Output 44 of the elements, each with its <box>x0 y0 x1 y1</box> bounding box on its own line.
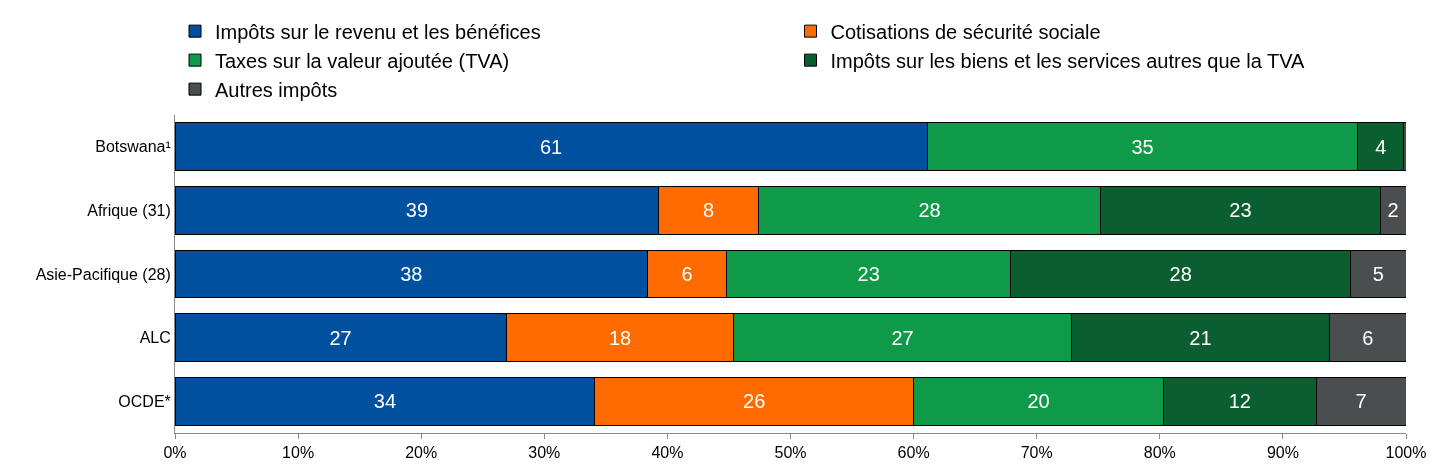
x-tick-label: 40% <box>651 444 684 462</box>
data-label: 61 <box>539 135 563 158</box>
x-tick-label: 30% <box>528 444 561 462</box>
data-label: 7 <box>1355 390 1367 413</box>
data-label: 26 <box>743 390 766 413</box>
y-tick-label: ALC <box>139 329 171 347</box>
data-label: 21 <box>1189 326 1212 349</box>
data-label: 23 <box>857 263 880 285</box>
x-tick-label: 70% <box>1020 444 1053 462</box>
data-label: 6 <box>681 263 693 285</box>
y-tick-label: Asie-Pacifique (28) <box>35 265 171 283</box>
data-label: 12 <box>1228 390 1251 413</box>
data-label: 18 <box>608 326 632 349</box>
data-label: 6 <box>1362 326 1374 349</box>
y-tick-label: Botswana¹ <box>95 138 171 156</box>
data-label: 34 <box>373 390 397 413</box>
data-label: 35 <box>1131 135 1154 158</box>
x-tick-label: 10% <box>282 444 315 462</box>
x-tick-label: 80% <box>1143 444 1176 462</box>
data-label: 2 <box>1387 199 1399 222</box>
data-label: 39 <box>405 199 429 222</box>
data-label: 28 <box>918 199 941 222</box>
legend-label: Impôts sur les biens et les services autres que la TVA <box>830 49 1306 72</box>
data-label: 38 <box>400 263 423 285</box>
x-tick-label: 0% <box>163 444 187 462</box>
y-tick-label: Afrique (31) <box>87 202 171 219</box>
x-tick-label: 90% <box>1266 444 1299 462</box>
data-label: 27 <box>891 326 914 349</box>
legend-label: Autres impôts <box>215 78 338 101</box>
legend-label: Taxes sur la valeur ajoutée (TVA) <box>215 49 510 72</box>
data-label: 23 <box>1229 199 1252 222</box>
x-tick-label: 20% <box>405 444 438 462</box>
data-label: 8 <box>703 199 715 222</box>
x-tick-label: 60% <box>897 444 930 462</box>
data-label: 5 <box>1372 263 1384 285</box>
data-label: 4 <box>1375 135 1387 158</box>
x-tick-label: 50% <box>774 444 807 462</box>
data-label: 20 <box>1027 390 1050 413</box>
x-tick-label: 100% <box>1385 444 1427 462</box>
data-label: 28 <box>1169 263 1192 285</box>
legend-label: Cotisations de sécurité sociale <box>830 20 1101 43</box>
data-label: 27 <box>329 326 352 349</box>
y-tick-label: OCDE* <box>118 392 171 410</box>
legend-label: Impôts sur le revenu et les bénéfices <box>215 20 541 43</box>
